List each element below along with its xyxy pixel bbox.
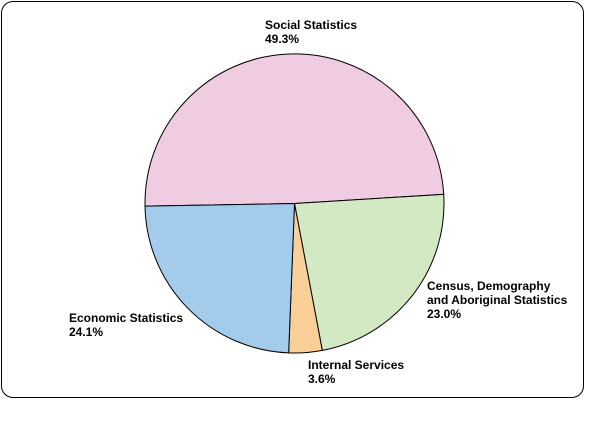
label-census-demography: Census, Demography and Aboriginal Statis… bbox=[427, 279, 567, 321]
slice-name-line-2: and Aboriginal Statistics bbox=[427, 293, 568, 307]
slice-percent: 23.0% bbox=[427, 307, 462, 321]
slice-name-line-1: Census, Demography bbox=[427, 279, 551, 293]
slice-percent: 24.1% bbox=[69, 325, 104, 339]
slice-percent: 3.6% bbox=[308, 372, 336, 386]
slice-economic-statistics bbox=[144, 202, 296, 354]
slice-name: Economic Statistics bbox=[69, 311, 184, 325]
label-economic-statistics: Economic Statistics 24.1% bbox=[69, 311, 183, 339]
slice-social-statistics bbox=[144, 53, 445, 207]
slice-name: Internal Services bbox=[308, 358, 405, 372]
label-social-statistics: Social Statistics 49.3% bbox=[265, 18, 357, 46]
slice-name: Social Statistics bbox=[265, 18, 358, 32]
slice-percent: 49.3% bbox=[265, 32, 300, 46]
slice-census-demography bbox=[293, 193, 445, 351]
label-internal-services: Internal Services 3.6% bbox=[308, 358, 404, 386]
